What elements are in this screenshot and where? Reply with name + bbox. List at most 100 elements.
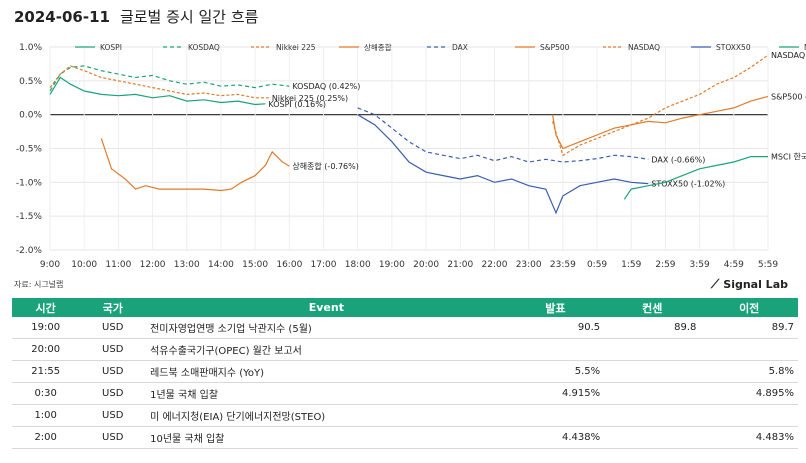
x-tick-label: 14:00	[208, 260, 234, 270]
y-tick-label: -0.5%	[16, 145, 43, 155]
x-tick-label: 12:00	[140, 260, 166, 270]
header-title: 글로벌 증시 일간 흐름	[119, 8, 259, 26]
series-line	[357, 114, 649, 215]
chart-header: 2024-06-11 글로벌 증시 일간 흐름	[14, 6, 258, 26]
series-end-label: KOSPI (0.16%)	[268, 100, 326, 109]
legend-label: MSCI 한국 Index Fund	[804, 43, 806, 52]
cell-previous	[700, 404, 798, 427]
table-row: 21:55 USD 레드북 소매판매지수 (YoY) 5.5% 5.8%	[12, 360, 798, 383]
series-line	[49, 65, 290, 92]
cell-country: USD	[79, 317, 147, 339]
legend-label: KOSPI	[100, 43, 122, 52]
table-header-row: 시간 국가 Event 발표 컨센 이전	[12, 298, 798, 317]
table-row: 19:00 USD 전미자영업연맹 소기업 낙관지수 (5월) 90.5 89.8 89.…	[12, 317, 798, 339]
cell-actual: 90.5	[506, 317, 605, 339]
series-end-label: 상해종합 (-0.76%)	[292, 161, 359, 171]
y-tick-label: 0.5%	[19, 77, 42, 87]
x-tick-label: 11:00	[105, 260, 131, 270]
table-row: 2:00 USD 10년물 국채 입찰 4.438% 4.483%	[12, 426, 798, 449]
col-header-actual: 발표	[506, 298, 605, 317]
series-line	[552, 95, 769, 150]
x-tick-label: 4:59	[724, 260, 744, 270]
series-end-label: S&P500 (0.27%)	[771, 92, 806, 101]
legend-label: S&P500	[540, 43, 570, 52]
x-tick-label: 1:59	[621, 260, 641, 270]
cell-time: 2:00	[12, 426, 80, 449]
x-tick-label: 10:00	[71, 260, 97, 270]
y-tick-label: 1.0%	[19, 43, 42, 53]
cell-event: 전미자영업연맹 소기업 낙관지수 (5월)	[146, 317, 507, 339]
x-tick-label: 3:59	[690, 260, 710, 270]
col-header-country: 국가	[79, 298, 147, 317]
x-tick-label: 19:00	[379, 260, 405, 270]
x-tick-label: 5:59	[758, 260, 778, 270]
series-end-label: DAX (-0.66%)	[651, 155, 705, 164]
x-tick-label: 23:00	[516, 260, 542, 270]
series-line	[49, 65, 269, 99]
col-header-consensus: 컨센	[604, 298, 701, 317]
cell-actual: 5.5%	[506, 360, 605, 383]
cell-time: 0:30	[12, 382, 80, 405]
cell-country: USD	[79, 404, 147, 427]
cell-country: USD	[79, 382, 147, 405]
series-line	[623, 156, 768, 200]
cell-country: USD	[79, 426, 147, 449]
brand-name: Signal Lab	[723, 278, 788, 291]
y-tick-label: -2.0%	[16, 246, 43, 256]
col-header-time: 시간	[12, 298, 80, 317]
cell-time: 19:00	[12, 317, 80, 339]
cell-consensus	[604, 338, 701, 361]
cell-consensus: 89.8	[604, 317, 701, 339]
cell-country: USD	[79, 360, 147, 383]
table-row: 1:00 USD 미 에너지청(EIA) 단기에너지전망(STEO)	[12, 404, 798, 427]
cell-time: 21:55	[12, 360, 80, 383]
x-tick-label: 23:59	[550, 260, 576, 270]
cell-event: 미 에너지청(EIA) 단기에너지전망(STEO)	[146, 404, 507, 427]
cell-previous: 89.7	[700, 317, 798, 339]
cell-time: 20:00	[12, 338, 80, 361]
x-tick-label: 20:00	[413, 260, 439, 270]
series-end-label: NASDAQ (0.88%)	[771, 51, 806, 60]
y-tick-label: -1.5%	[16, 212, 43, 222]
line-chart: 1.0% 0.5% 0.0% -0.5% -1.0% -1.5% -2.0% 9:00 10:0…	[16, 42, 806, 270]
cell-consensus	[604, 382, 701, 405]
legend-label: DAX	[452, 43, 468, 52]
cell-consensus	[604, 426, 701, 449]
legend-label: Nikkei 225	[276, 43, 316, 52]
cell-event: 레드북 소매판매지수 (YoY)	[146, 360, 507, 383]
cell-previous: 4.483%	[700, 426, 798, 449]
series-line	[49, 76, 266, 106]
legend-label: 상해종합	[364, 42, 392, 52]
economic-calendar-table: 시간 국가 Event 발표 컨센 이전 19:00 USD 전미자영업연맹 소기업…	[12, 298, 798, 449]
cell-previous: 4.895%	[700, 382, 798, 405]
header-date: 2024-06-11	[14, 8, 110, 26]
cell-actual: 4.915%	[506, 382, 605, 405]
series-end-label: KOSDAQ (0.42%)	[292, 82, 360, 91]
col-header-event: Event	[146, 298, 507, 317]
legend-label: STOXX50	[716, 43, 751, 52]
x-tick-label: 16:00	[276, 260, 302, 270]
series-end-label: MSCI 한국 Index Fund (-0.62%)	[771, 153, 806, 162]
x-tick-label: 9:00	[40, 260, 60, 270]
table-row: 20:00 USD 석유수출국기구(OPEC) 월간 보고서	[12, 338, 798, 361]
cell-event: 1년물 국채 입찰	[146, 382, 507, 405]
x-tick-label: 15:00	[242, 260, 268, 270]
signal-wave-icon: ⟋	[710, 277, 720, 291]
cell-event: 10년물 국채 입찰	[146, 426, 507, 449]
cell-consensus	[604, 360, 701, 383]
cell-event: 석유수출국기구(OPEC) 월간 보고서	[146, 338, 507, 361]
x-tick-label: 22:00	[482, 260, 508, 270]
series-end-label: STOXX50 (-1.02%)	[651, 180, 725, 189]
series-line	[357, 107, 649, 163]
x-tick-label: 17:00	[311, 260, 337, 270]
y-tick-label: -1.0%	[16, 178, 43, 188]
cell-previous: 5.8%	[700, 360, 798, 383]
cell-previous	[700, 338, 798, 361]
series-line	[100, 138, 290, 192]
cell-actual	[506, 404, 605, 427]
col-header-previous: 이전	[700, 298, 798, 317]
cell-country: USD	[79, 338, 147, 361]
table-row: 0:30 USD 1년물 국채 입찰 4.915% 4.895%	[12, 382, 798, 405]
cell-actual: 4.438%	[506, 426, 605, 449]
cell-time: 1:00	[12, 404, 80, 427]
